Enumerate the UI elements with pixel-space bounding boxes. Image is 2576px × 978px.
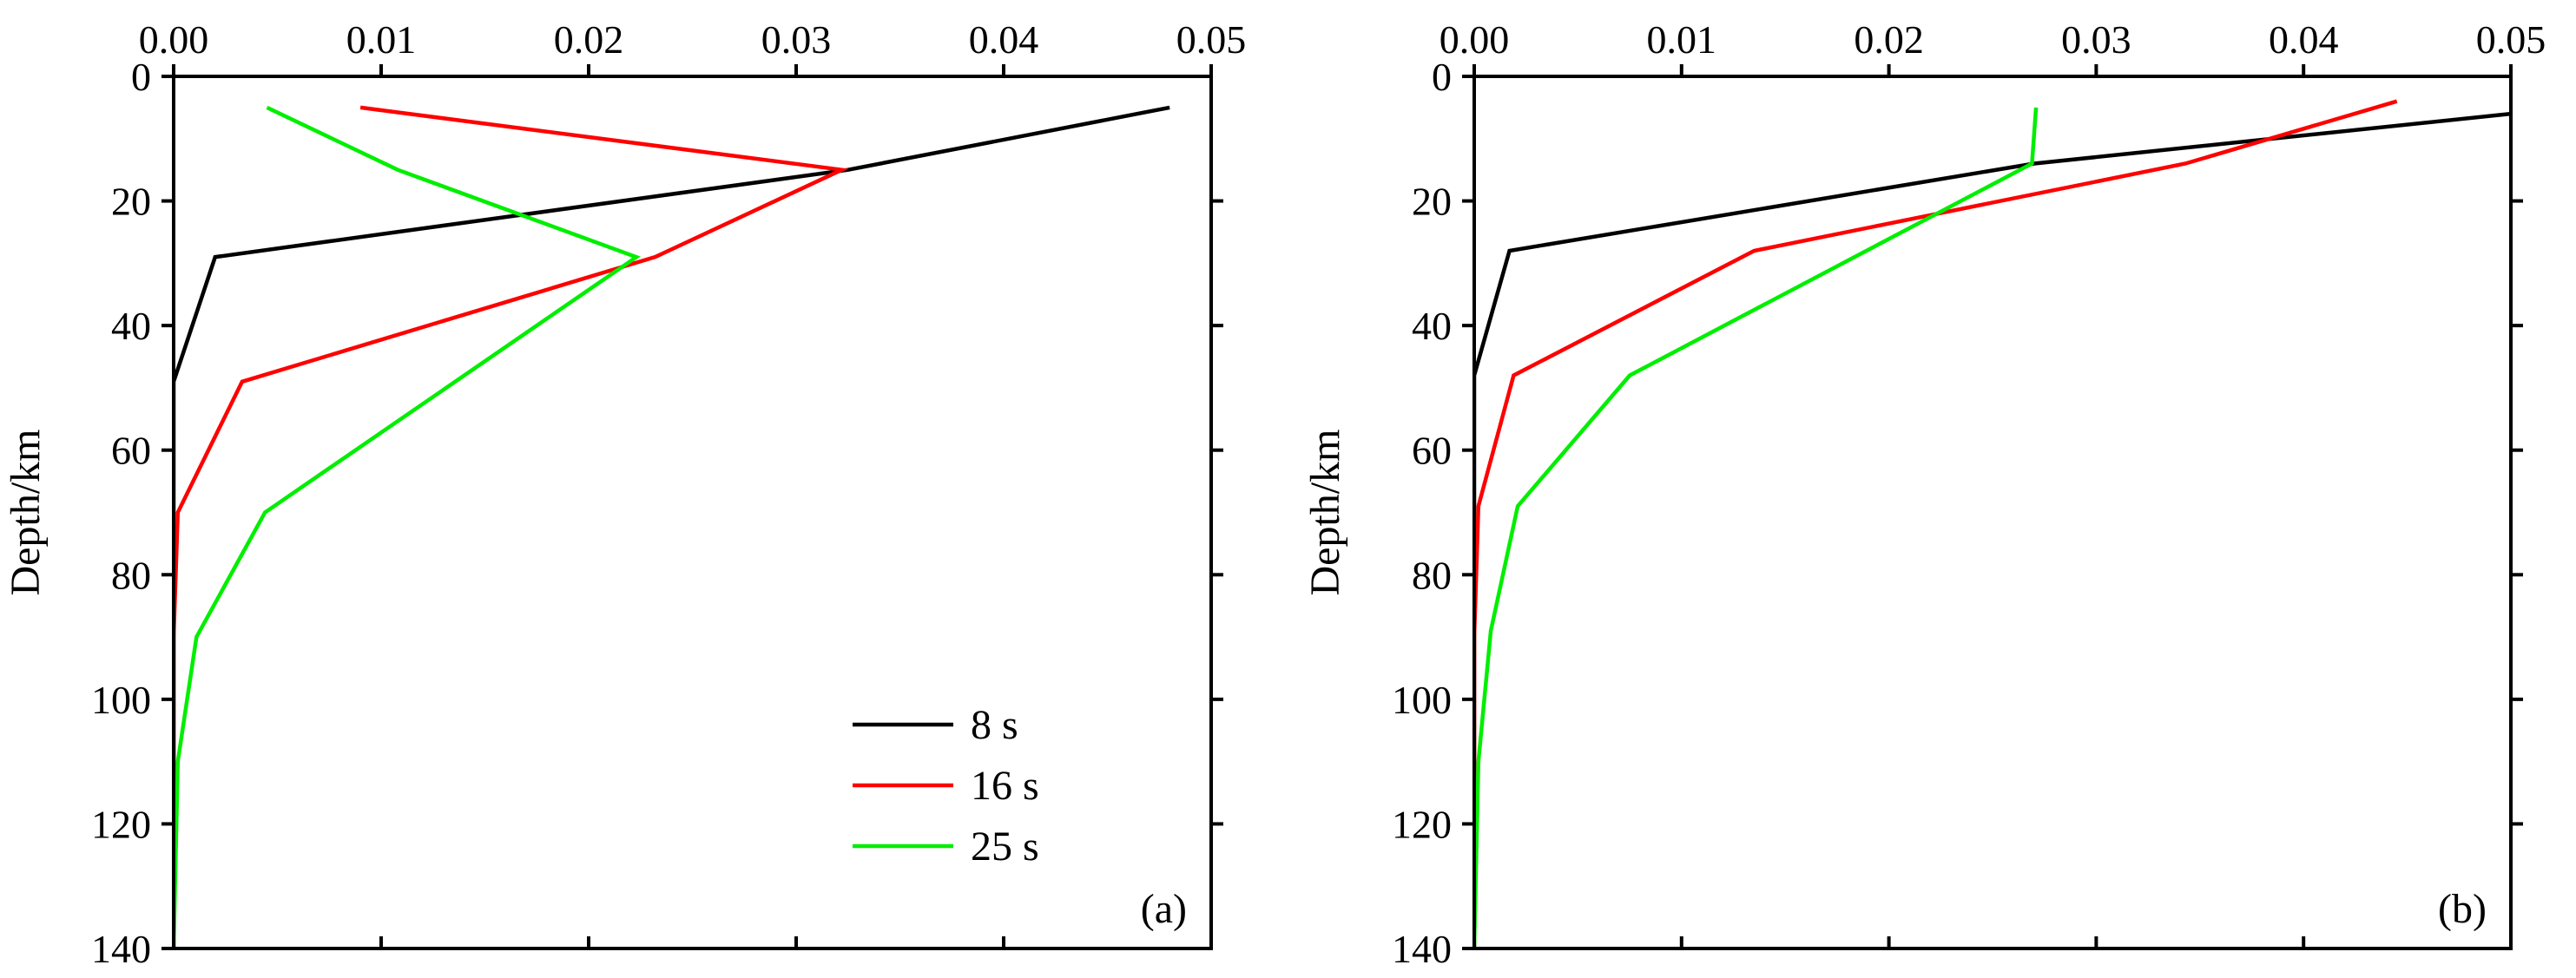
y-tick-label: 100 [1392, 678, 1452, 722]
series-line-8s [174, 105, 1170, 948]
y-tick-label: 20 [1412, 180, 1452, 224]
y-tick-label: 40 [1412, 304, 1452, 348]
series-line-16s [174, 105, 849, 948]
plot-frame [1472, 75, 2513, 950]
x-tick-label: 0.01 [1647, 17, 1717, 62]
x-tick-label: 0.00 [1440, 17, 1510, 62]
x-tick-label: 0.03 [761, 17, 832, 62]
x-tick-label: 0.02 [1854, 17, 1924, 62]
x-tick-label: 0.05 [1176, 17, 1247, 62]
chart-panel-a: 0.00 0.01 0.02 0.03 0.04 0.05 0 20 40 60 80 100 120 1… [3, 17, 1246, 971]
y-tick-label: 120 [91, 802, 151, 846]
y-tick-label: 20 [111, 180, 151, 224]
x-tick-label: 0.00 [139, 17, 209, 62]
series-line-8s [1474, 111, 2511, 948]
y-tick-label: 60 [111, 429, 151, 473]
plot-frame [172, 75, 1213, 950]
x-tick-label: 0.02 [554, 17, 624, 62]
y-tick-label: 0 [131, 55, 151, 99]
legend: 8 s 16 s 25 s [853, 702, 1039, 870]
legend-label: 8 s [971, 702, 1018, 748]
x-tick-label: 0.04 [2269, 17, 2339, 62]
x-tick-label: 0.05 [2476, 17, 2546, 62]
chart-panel-b: 0.00 0.01 0.02 0.03 0.04 0.05 0 20 40 60 80 100 120 1… [1302, 17, 2546, 971]
legend-item: 8 s [853, 702, 1018, 748]
series-line-25s [1474, 107, 2039, 948]
series-line-25s [174, 105, 641, 948]
panel-label: (b) [2438, 886, 2487, 932]
y-axis-title: Depth/km [3, 430, 49, 596]
x-tick-label: 0.03 [2061, 17, 2131, 62]
panel-label: (a) [1141, 886, 1187, 932]
y-tick-label: 140 [1392, 927, 1452, 971]
y-tick-label: 40 [111, 304, 151, 348]
x-tick-label: 0.04 [969, 17, 1039, 62]
y-axis-title: Depth/km [1302, 430, 1348, 596]
x-tick-label: 0.01 [346, 17, 417, 62]
series-line-16s [1474, 99, 2398, 948]
legend-label: 25 s [971, 824, 1039, 870]
y-tick-label: 100 [91, 678, 151, 722]
y-tick-label: 80 [111, 553, 151, 597]
y-tick-label: 0 [1432, 55, 1452, 99]
legend-item: 16 s [853, 763, 1039, 809]
y-tick-label: 120 [1392, 802, 1452, 846]
y-tick-label: 60 [1412, 429, 1452, 473]
y-tick-label: 140 [91, 927, 151, 971]
legend-item: 25 s [853, 824, 1039, 870]
legend-label: 16 s [971, 763, 1039, 809]
y-tick-label: 80 [1412, 553, 1452, 597]
